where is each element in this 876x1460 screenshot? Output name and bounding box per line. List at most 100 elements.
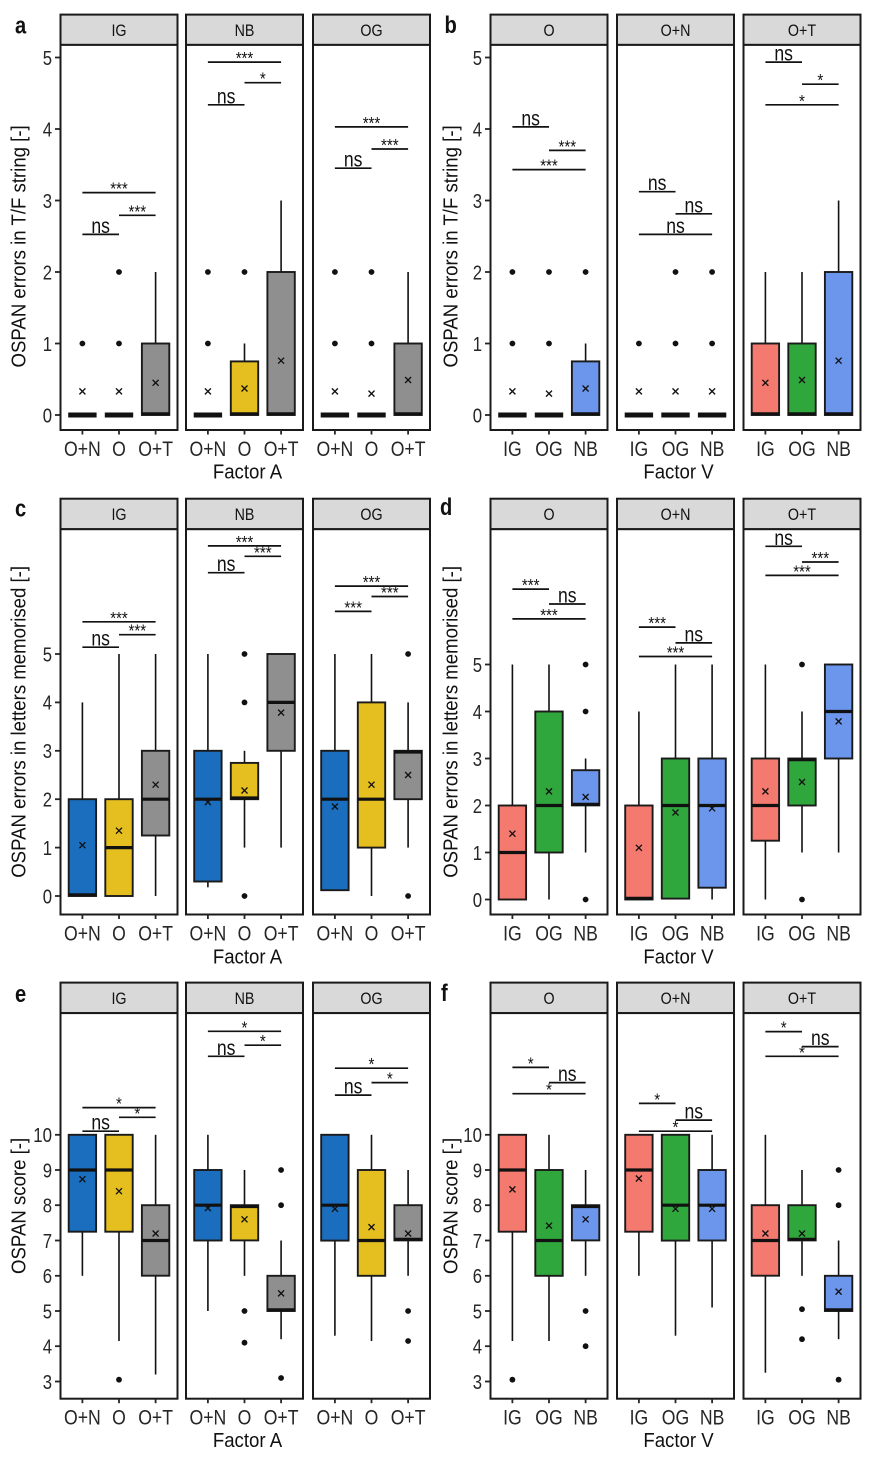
svg-text:Factor A: Factor A (213, 462, 283, 484)
svg-text:O+T: O+T (264, 923, 299, 946)
svg-text:3: 3 (43, 191, 52, 213)
svg-text:NB: NB (573, 1407, 598, 1430)
svg-text:OSPAN errors in letters memori: OSPAN errors in letters memorised [-] (9, 566, 31, 878)
svg-text:*: * (369, 1054, 375, 1074)
svg-text:O+T: O+T (391, 923, 426, 946)
svg-text:7: 7 (473, 1231, 482, 1253)
svg-text:8: 8 (473, 1196, 482, 1218)
svg-text:O: O (238, 1407, 252, 1430)
svg-text:O+N: O+N (190, 438, 227, 461)
svg-text:0: 0 (43, 886, 52, 908)
svg-text:1: 1 (473, 334, 482, 356)
svg-text:*: * (134, 1103, 140, 1123)
svg-text:*: * (546, 1080, 552, 1100)
svg-text:O+N: O+N (64, 1407, 101, 1430)
svg-text:OSPAN errors in T/F string [-]: OSPAN errors in T/F string [-] (441, 125, 463, 367)
svg-text:ns: ns (91, 1112, 110, 1135)
svg-text:*: * (260, 1031, 266, 1051)
svg-text:OG: OG (662, 923, 689, 946)
svg-text:O+T: O+T (788, 505, 816, 524)
svg-text:ns: ns (648, 172, 667, 195)
svg-text:IG: IG (630, 438, 649, 461)
svg-text:ns: ns (91, 628, 110, 651)
svg-text:e: e (15, 981, 26, 1008)
svg-text:0: 0 (43, 405, 52, 427)
svg-text:ns: ns (558, 1063, 577, 1086)
svg-text:ns: ns (344, 149, 363, 172)
svg-text:ns: ns (558, 585, 577, 608)
svg-text:*: * (242, 1017, 248, 1037)
svg-text:***: *** (667, 643, 685, 663)
svg-text:OSPAN errors in letters memori: OSPAN errors in letters memorised [-] (441, 566, 463, 878)
svg-text:O: O (365, 438, 379, 461)
svg-text:3: 3 (473, 191, 482, 213)
svg-text:Factor V: Factor V (643, 462, 714, 484)
svg-text:***: *** (236, 532, 254, 552)
svg-text:***: *** (129, 621, 147, 641)
svg-text:O+N: O+N (190, 923, 227, 946)
svg-text:d: d (440, 494, 452, 521)
svg-text:Factor V: Factor V (643, 1430, 714, 1452)
svg-text:0: 0 (473, 405, 482, 427)
svg-text:NB: NB (573, 923, 598, 946)
svg-text:OG: OG (360, 21, 382, 40)
svg-text:5: 5 (473, 1301, 482, 1323)
svg-text:ns: ns (774, 43, 793, 66)
svg-text:4: 4 (43, 693, 52, 715)
svg-text:O: O (238, 438, 252, 461)
svg-text:O+T: O+T (391, 438, 426, 461)
svg-text:IG: IG (756, 438, 775, 461)
svg-text:*: * (673, 1117, 679, 1137)
svg-text:*: * (260, 69, 266, 89)
svg-text:*: * (781, 1018, 787, 1038)
svg-text:***: *** (381, 583, 399, 603)
svg-text:***: *** (793, 561, 811, 581)
svg-text:O: O (543, 505, 554, 524)
svg-text:OG: OG (360, 505, 382, 524)
svg-text:10: 10 (463, 1125, 482, 1147)
svg-text:4: 4 (473, 119, 482, 141)
svg-text:1: 1 (43, 838, 52, 860)
svg-text:2: 2 (473, 262, 482, 284)
svg-text:NB: NB (700, 923, 725, 946)
svg-text:OG: OG (662, 1407, 689, 1430)
svg-text:2: 2 (43, 790, 52, 812)
svg-text:3: 3 (43, 1372, 52, 1394)
svg-text:*: * (528, 1053, 534, 1073)
svg-text:IG: IG (111, 505, 126, 524)
svg-text:f: f (441, 980, 449, 1007)
svg-text:O+T: O+T (264, 1407, 299, 1430)
svg-text:O+N: O+N (317, 438, 354, 461)
svg-text:*: * (799, 91, 805, 111)
svg-text:O+N: O+N (317, 1407, 354, 1430)
svg-text:O+N: O+N (661, 989, 691, 1008)
svg-text:IG: IG (111, 21, 126, 40)
svg-text:OG: OG (788, 438, 815, 461)
svg-text:O: O (543, 21, 554, 40)
svg-text:6: 6 (473, 1266, 482, 1288)
svg-text:OG: OG (535, 438, 562, 461)
svg-text:ns: ns (811, 1027, 830, 1050)
svg-text:*: * (654, 1089, 660, 1109)
svg-text:IG: IG (503, 1407, 522, 1430)
svg-text:O: O (112, 1407, 126, 1430)
svg-text:Factor A: Factor A (213, 947, 283, 969)
svg-text:IG: IG (756, 1407, 775, 1430)
svg-text:***: *** (648, 613, 666, 633)
svg-text:IG: IG (630, 923, 649, 946)
svg-text:O: O (543, 989, 554, 1008)
svg-text:5: 5 (43, 48, 52, 70)
svg-text:OG: OG (788, 923, 815, 946)
svg-text:10: 10 (33, 1125, 52, 1147)
svg-text:O+N: O+N (190, 1407, 227, 1430)
svg-text:4: 4 (473, 1337, 482, 1359)
svg-text:4: 4 (43, 1337, 52, 1359)
svg-text:NB: NB (235, 21, 255, 40)
svg-text:*: * (817, 70, 823, 90)
svg-text:IG: IG (503, 438, 522, 461)
svg-text:ns: ns (685, 194, 704, 217)
svg-text:O: O (365, 923, 379, 946)
svg-text:NB: NB (826, 923, 851, 946)
svg-text:***: *** (344, 597, 362, 617)
svg-text:NB: NB (573, 438, 598, 461)
